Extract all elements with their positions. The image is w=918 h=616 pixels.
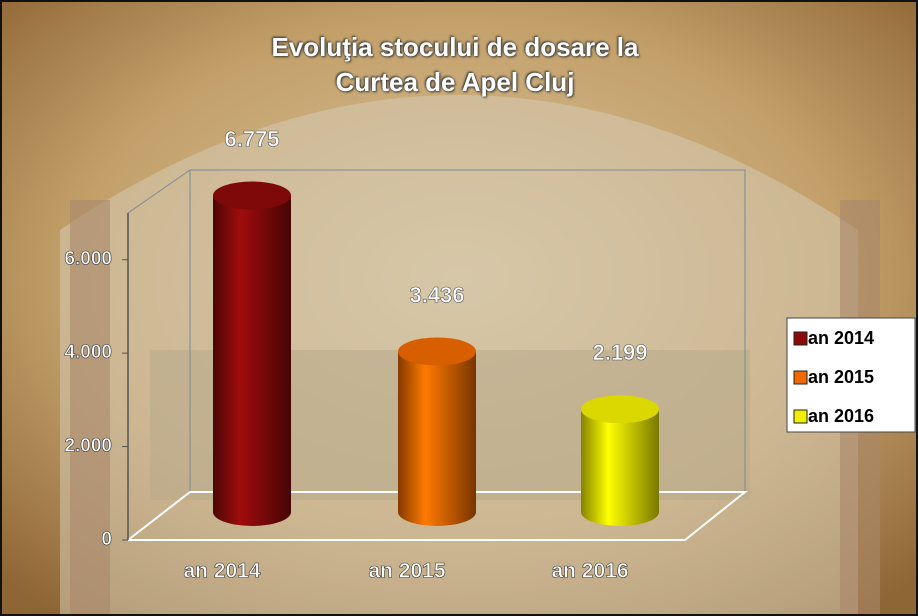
chart-title: Evoluţia stocului de dosare la Curtea de… [245, 30, 665, 100]
legend-label: an 2016 [808, 406, 874, 426]
x-tick-label: an 2015 [368, 560, 445, 583]
x-tick-label: an 2016 [551, 560, 628, 583]
legend-swatch [794, 332, 807, 345]
legend-swatch [794, 410, 807, 423]
bar [213, 196, 291, 526]
y-tick-label: 6.000 [64, 249, 112, 270]
y-tick-label: 2.000 [64, 436, 112, 457]
legend-swatch [794, 371, 807, 384]
y-tick-label: 4.000 [64, 342, 112, 363]
value-label: 3.436 [409, 282, 464, 307]
chart-page: 0 2.000 4.000 6.000 an 2014 6.775 an 2014 an 20… [0, 0, 918, 616]
bar-top [398, 337, 476, 365]
bar-top [581, 395, 659, 423]
y-tick-label: 0 [101, 529, 112, 550]
value-label: 6.775 [224, 126, 279, 151]
legend-label: an 2015 [808, 367, 874, 387]
bar [398, 351, 476, 526]
x-tick-label: an 2014 [183, 560, 260, 583]
legend-label: an 2014 [808, 328, 874, 348]
bar [581, 409, 659, 526]
bar-top [213, 182, 291, 210]
value-label: 2.199 [592, 340, 647, 365]
